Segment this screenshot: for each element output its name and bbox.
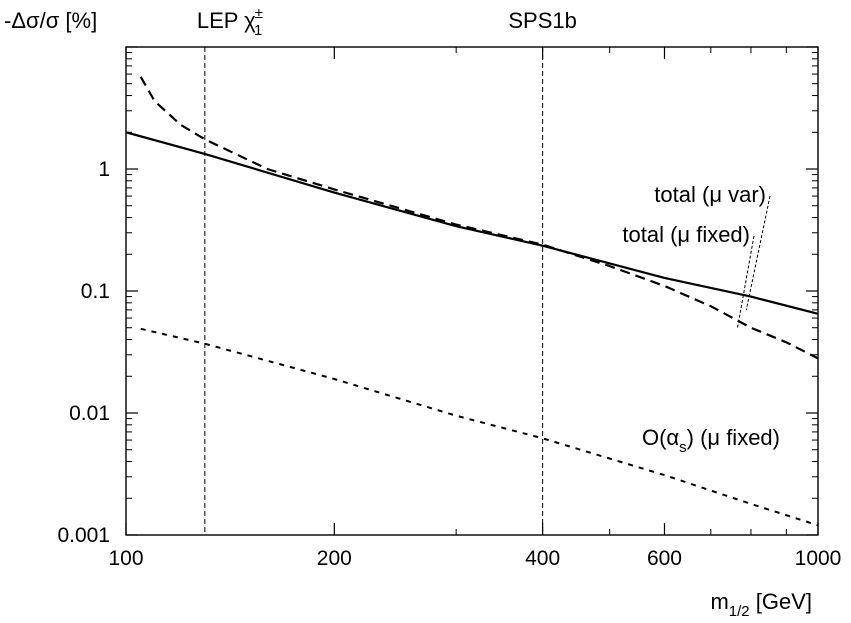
annotation-total-mu-var: total (μ var) xyxy=(654,182,766,207)
x-axis-label: m1/2 [GeV] xyxy=(710,589,812,618)
axes-layer: 100 200 400 600 1000 0.001 0.01 0.1 1 xyxy=(57,46,842,570)
plot-frame xyxy=(125,46,819,536)
y-tick-label: 0.01 xyxy=(69,402,110,425)
vline-label-sps1b: SPS1b xyxy=(508,8,577,33)
x-tick-label: 200 xyxy=(317,547,352,570)
x-tick-label: 1000 xyxy=(795,547,842,570)
series-line-dotted xyxy=(140,327,819,527)
y-tick-label: 0.001 xyxy=(57,524,110,547)
x-tick-label: 400 xyxy=(525,547,560,570)
annotation-pointer-mu-fixed xyxy=(737,235,755,328)
annotation-oalphas: O(αs) (μ fixed) xyxy=(642,425,780,456)
x-tick-label: 100 xyxy=(108,547,143,570)
y-axis-label: -Δσ/σ [%] xyxy=(4,8,97,33)
series-line-solid xyxy=(125,131,819,315)
x-tick-label: 600 xyxy=(647,547,682,570)
annotation-pointer-mu-var xyxy=(745,195,771,310)
y-tick-label: 0.1 xyxy=(81,280,110,303)
series-layer xyxy=(125,76,819,527)
y-tick-label: 1 xyxy=(98,158,110,181)
reference-lines-layer xyxy=(204,47,544,535)
annotation-total-mu-fixed: total (μ fixed) xyxy=(622,222,750,247)
vline-label-lep: LEP χ± 1 xyxy=(197,5,263,39)
labels-layer: -Δσ/σ [%] m1/2 [GeV] LEP χ± 1 SPS1b total (μ … xyxy=(4,5,812,620)
series-line-dashed xyxy=(139,76,819,360)
